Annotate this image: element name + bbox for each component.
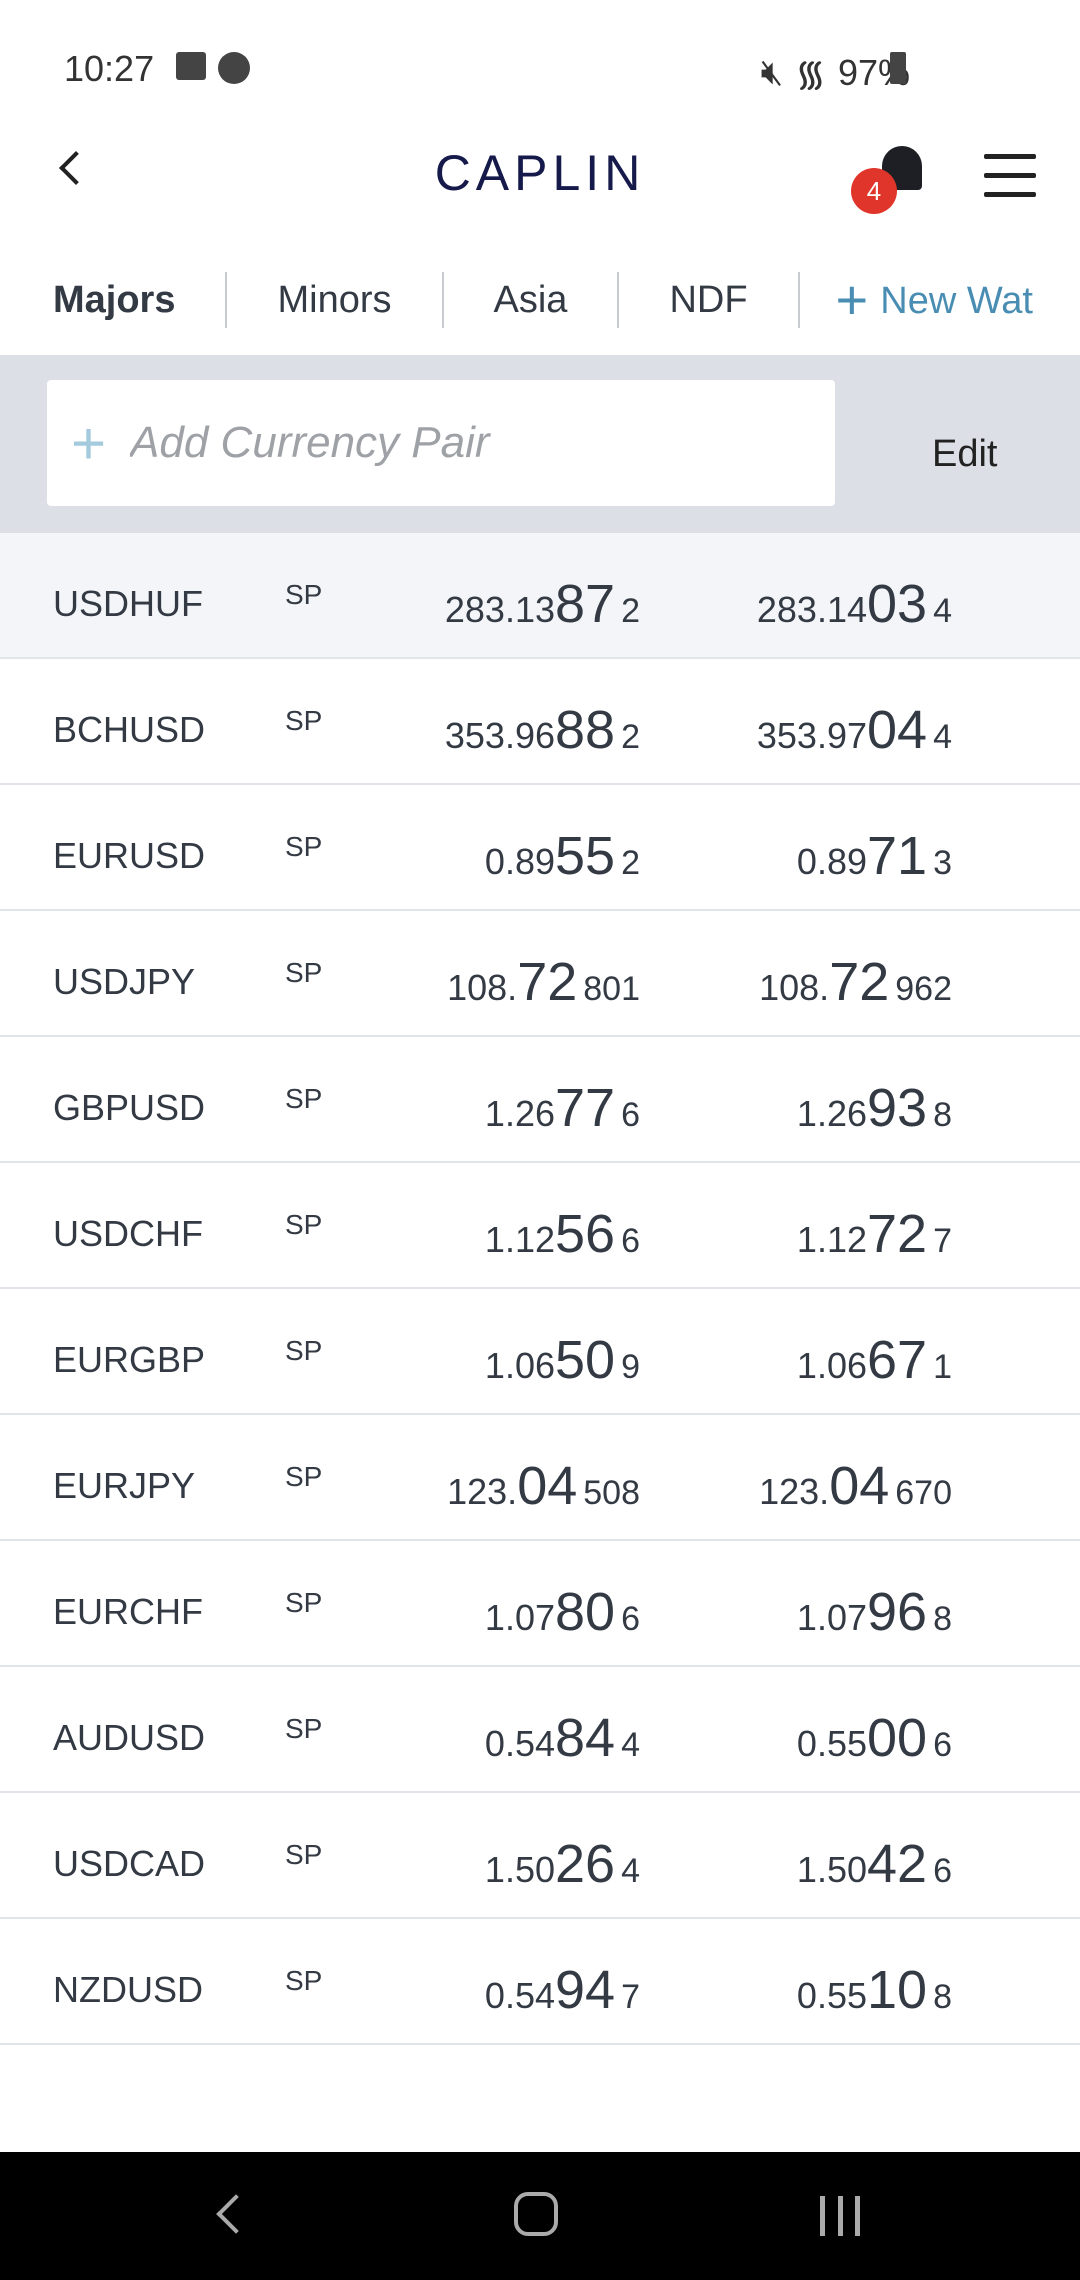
price-row[interactable]: GBPUSD SP 1.2677 6 1.2693 8 [0,1037,1080,1163]
tenor: SP [285,1461,323,1492]
bid-price[interactable]: 1.5026 4 [484,1834,640,1894]
ask-price[interactable]: 1.2693 8 [796,1078,952,1138]
price-row[interactable]: USDCHF SP 1.1256 6 1.1272 7 [0,1163,1080,1289]
system-nav-bar [0,2152,1080,2280]
ask-price[interactable]: 123.04 670 [759,1456,952,1516]
nav-home-icon[interactable] [514,2192,558,2236]
price-row[interactable]: EURJPY SP 123.04 508 123.04 670 [0,1415,1080,1541]
bid-price[interactable]: 108.72 801 [447,952,640,1012]
tenor: SP [285,1965,323,1996]
currency-pair: USDCAD [53,1843,206,1884]
currency-pair: USDCHF [53,1213,203,1254]
tab-asia[interactable]: Asia [444,272,620,328]
bid-price[interactable]: 1.2677 6 [484,1078,640,1138]
currency-pair: GBPUSD [53,1087,206,1128]
tab-minors[interactable]: Minors [227,272,444,328]
currency-pair: EURCHF [53,1591,203,1632]
ask-price[interactable]: 108.72 962 [759,952,952,1012]
battery-icon [890,52,906,84]
bid-price[interactable]: 0.5484 4 [484,1708,640,1768]
wifi-icon: ᯾ [795,53,826,94]
edit-button[interactable]: Edit [932,433,998,475]
bid-price[interactable]: 0.8955 2 [484,826,640,886]
price-row[interactable]: USDCAD SP 1.5026 4 1.5042 6 [0,1793,1080,1919]
bid-price[interactable]: 1.1256 6 [484,1204,640,1264]
price-row[interactable]: USDJPY SP 108.72 801 108.72 962 [0,911,1080,1037]
bid-price[interactable]: 1.0780 6 [484,1582,640,1642]
currency-pair: EURUSD [53,835,206,876]
app-header: CAPLIN 4 [0,120,1080,230]
tenor: SP [285,1083,323,1114]
price-row[interactable]: BCHUSD SP 353.9688 2 353.9704 4 [0,659,1080,785]
ask-price[interactable]: 0.5510 8 [796,1960,952,2020]
search-band: + Edit [0,355,1080,533]
ask-price[interactable]: 283.1403 4 [756,574,952,634]
price-row[interactable]: AUDUSD SP 0.5484 4 0.5500 6 [0,1667,1080,1793]
currency-pair: USDHUF [53,583,203,624]
caplin-logo: CAPLIN [434,145,646,201]
ask-price[interactable]: 353.9704 4 [756,700,952,760]
currency-pair: BCHUSD [53,709,206,750]
bid-price[interactable]: 1.0650 9 [484,1330,640,1390]
ask-price[interactable]: 1.5042 6 [796,1834,952,1894]
status-bar: 10:27 🔇︎ ᯾ 97% [0,0,1080,140]
notification-badge: 4 [851,168,897,214]
mute-icon: 🔇︎ [760,51,784,92]
gallery-icon [176,52,206,80]
nav-recents-icon[interactable] [820,2196,860,2236]
plus-icon: + [835,268,869,331]
ask-price[interactable]: 0.5500 6 [796,1708,952,1768]
ask-price[interactable]: 1.1272 7 [796,1204,952,1264]
new-watchlist-button[interactable]: + New Wat [835,268,1033,331]
bid-price[interactable]: 283.1387 2 [444,574,640,634]
status-time: 10:27 [64,48,155,89]
ask-price[interactable]: 0.8971 3 [796,826,952,886]
currency-pair: EURGBP [53,1339,206,1380]
tenor: SP [285,1713,323,1744]
price-row[interactable]: USDHUF SP 283.1387 2 283.1403 4 [0,533,1080,659]
price-row[interactable]: EURCHF SP 1.0780 6 1.0796 8 [0,1541,1080,1667]
price-row[interactable]: EURUSD SP 0.8955 2 0.8971 3 [0,785,1080,911]
tenor: SP [285,831,323,862]
tenor: SP [285,957,323,988]
tenor: SP [285,1587,323,1618]
bid-price[interactable]: 123.04 508 [447,1456,640,1516]
price-list: USDHUF SP 283.1387 2 283.1403 4 BCHUSD SP … [0,533,1080,2045]
add-currency-pair-input[interactable] [130,418,731,468]
tenor: SP [285,579,323,610]
currency-pair: NZDUSD [53,1969,203,2010]
ask-price[interactable]: 1.0796 8 [796,1582,952,1642]
hamburger-menu-icon[interactable] [984,154,1036,211]
plus-icon: + [71,409,107,477]
price-row[interactable]: NZDUSD SP 0.5494 7 0.5510 8 [0,1919,1080,2045]
currency-pair: EURJPY [53,1465,196,1506]
bid-price[interactable]: 0.5494 7 [484,1960,640,2020]
messenger-icon [218,52,250,84]
tenor: SP [285,1839,323,1870]
add-currency-pair-field[interactable]: + [47,380,835,506]
tenor: SP [285,1335,323,1366]
currency-pair: USDJPY [53,961,196,1002]
price-row[interactable]: EURGBP SP 1.0650 9 1.0667 1 [0,1289,1080,1415]
bid-price[interactable]: 353.9688 2 [444,700,640,760]
tab-majors[interactable]: Majors [0,272,228,328]
ask-price[interactable]: 1.0667 1 [796,1330,952,1390]
currency-pair: AUDUSD [53,1717,206,1758]
tab-ndf[interactable]: NDF [619,272,800,328]
tenor: SP [285,705,323,736]
tenor: SP [285,1209,323,1240]
nav-back-icon[interactable] [216,2194,256,2234]
watchlist-tabs: Majors Minors Asia NDF + New Wat [0,255,1080,345]
